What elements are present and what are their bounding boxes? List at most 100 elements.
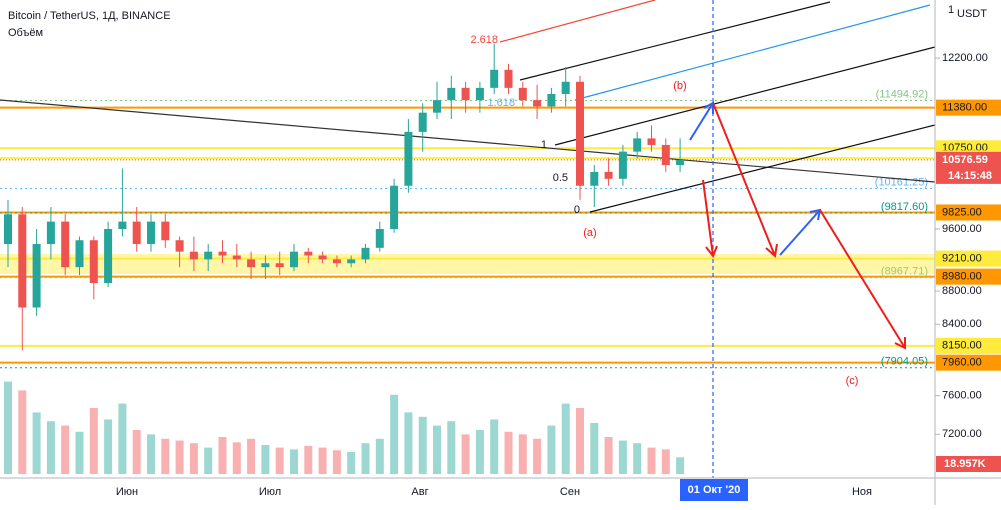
volume — [4, 381, 685, 474]
y-tick-label: 12200.00 — [942, 52, 988, 64]
currency: USDT — [957, 8, 987, 20]
volume-bar — [390, 394, 399, 474]
arrow — [702, 179, 714, 257]
candle-body — [75, 240, 84, 268]
volume-bar — [232, 442, 241, 474]
candle-body — [490, 69, 499, 88]
level-label: 9825.00 — [942, 206, 982, 218]
arrow — [819, 209, 906, 349]
volume-bar — [89, 408, 98, 474]
candle-body — [633, 138, 642, 152]
level-box — [936, 268, 1001, 285]
candle-body — [290, 251, 298, 268]
volume-bar — [32, 412, 41, 474]
channel-line — [554, 46, 936, 146]
trend-line — [0, 99, 936, 183]
candle-body — [390, 185, 399, 230]
candle-body — [218, 251, 227, 256]
candle-body — [461, 87, 470, 101]
candle-body — [418, 112, 427, 132]
candle-body — [61, 221, 70, 268]
candle-body — [32, 244, 41, 308]
level-label: 8150.00 — [942, 340, 982, 352]
x-tick-label: Авг — [411, 486, 428, 498]
level-label: 11380.00 — [942, 102, 987, 114]
candle-body — [590, 171, 599, 186]
volume-bar — [75, 431, 84, 474]
volume-bar — [247, 438, 256, 474]
volume-bar — [490, 419, 499, 474]
arrow — [689, 102, 714, 141]
top-mark: 1 — [948, 4, 954, 16]
volume-bar — [61, 425, 70, 474]
candle-body — [518, 87, 527, 101]
volume-label: 18.957K — [944, 458, 986, 470]
volume-bar — [547, 425, 556, 474]
note-label: (9817.60) — [881, 201, 928, 213]
candle-body — [375, 229, 384, 248]
volume-bar — [604, 437, 613, 474]
candle-body — [576, 81, 584, 186]
volume-bar — [404, 412, 413, 474]
arrow-head — [765, 243, 778, 258]
volume-bar — [475, 430, 484, 474]
fib-label: 0 — [574, 204, 580, 216]
cursor-box — [680, 479, 748, 501]
volume-bar — [318, 447, 327, 474]
levels: (11494.92) (10161.25) (9817.60) (8967.71) (7… — [0, 88, 935, 369]
y-tick-label: 7200.00 — [942, 428, 982, 440]
candle-body — [347, 259, 356, 264]
candle-body — [261, 263, 270, 268]
candle-body — [204, 251, 213, 260]
fib-label: 2.618 — [470, 34, 498, 46]
level-label: 9210.00 — [942, 253, 982, 265]
wave-label: (b) — [673, 80, 686, 92]
countdown: 14:15:48 — [948, 170, 992, 182]
volume-bar — [18, 390, 27, 474]
level-box — [936, 337, 1001, 354]
note-label: (7904.05) — [881, 356, 928, 368]
candle-body — [18, 214, 27, 308]
volume-bar — [175, 440, 184, 474]
volume-bar — [447, 421, 456, 474]
candle-body — [275, 263, 284, 268]
price-axis — [935, 0, 1001, 478]
candle-body — [175, 240, 184, 252]
drawings — [0, 0, 936, 478]
candle-body — [504, 69, 513, 88]
volume-bar — [147, 434, 155, 474]
candle-body — [547, 93, 556, 107]
volume-bar — [361, 443, 370, 474]
volume-bar — [461, 434, 470, 474]
volume-bar — [4, 381, 12, 474]
x-tick-label: Июн — [116, 486, 138, 498]
candle-body — [676, 159, 685, 166]
arrow — [712, 102, 776, 257]
volume-bar — [590, 422, 599, 474]
candles — [4, 43, 685, 351]
level-box — [936, 204, 1001, 221]
volume-bar — [661, 449, 670, 474]
x-tick-label: Июл — [259, 486, 281, 498]
arrow-head — [894, 337, 906, 350]
volume-bar — [633, 443, 642, 474]
volume-bar — [375, 438, 384, 474]
volume-bar — [304, 445, 313, 474]
volume-bar — [518, 434, 527, 474]
volume-bar — [204, 447, 213, 474]
candle-body — [404, 131, 413, 186]
y-tick-label: 7600.00 — [942, 390, 982, 402]
volume-bar — [418, 416, 427, 474]
note-label: (11494.92) — [876, 88, 928, 100]
channel-line — [574, 4, 931, 101]
volume-bar — [618, 440, 627, 474]
volume-bar — [332, 450, 341, 474]
candle-body — [332, 259, 341, 264]
candle-body — [161, 221, 170, 241]
candle-body — [232, 255, 241, 260]
volume-bar — [46, 421, 55, 474]
candle-body — [604, 171, 613, 179]
axis-labels: 11380.0010750.0010600.009825.009210.0089… — [935, 52, 1001, 472]
